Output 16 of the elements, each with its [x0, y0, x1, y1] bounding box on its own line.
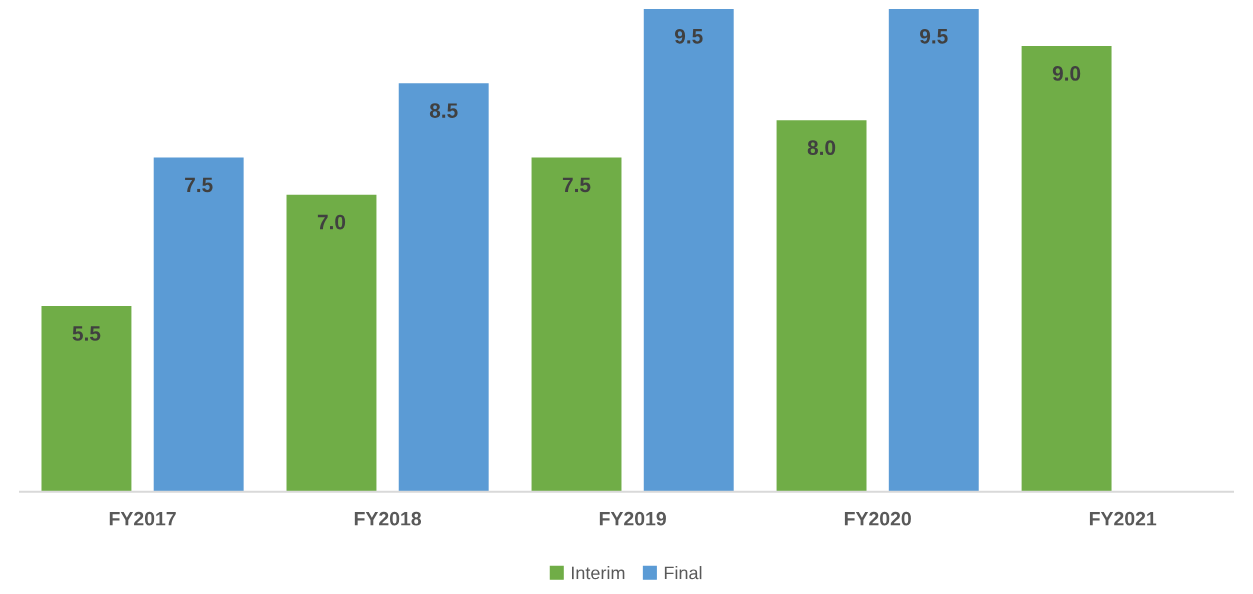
data-label: 9.5: [674, 28, 703, 44]
x-tick-label: FY2020: [844, 511, 911, 526]
legend-label: Interim: [571, 566, 625, 580]
data-label: 8.0: [807, 140, 836, 156]
data-label: 9.0: [1052, 66, 1081, 81]
data-label: 5.5: [72, 326, 101, 341]
x-tick-label: FY2021: [1089, 511, 1157, 526]
data-label: 7.5: [185, 177, 213, 193]
x-tick-label: FY2017: [109, 511, 176, 526]
data-label: 8.5: [429, 103, 458, 118]
data-label: 9.5: [920, 28, 948, 44]
x-tick-label: FY2019: [599, 511, 666, 526]
data-label: 7.0: [317, 214, 346, 230]
x-tick-label: FY2018: [354, 511, 422, 526]
data-label: 7.5: [562, 177, 591, 193]
legend-label: Final: [664, 566, 702, 580]
